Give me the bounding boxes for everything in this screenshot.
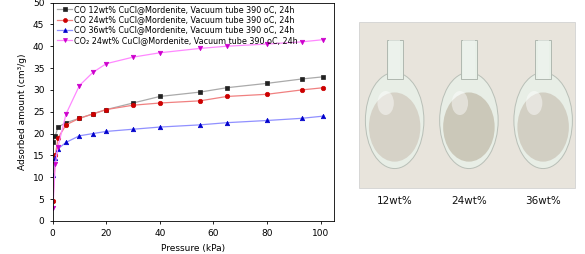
CO 24wt% CuCl@Mordenite, Vacuum tube 390 oC, 24h	[298, 88, 305, 91]
CO 12wt% CuCl@Mordenite, Vacuum tube 390 oC, 24h	[90, 113, 97, 116]
CO₂ 24wt% CuCl@Mordenite, Vacuum tube 390 oC, 24h	[49, 206, 56, 209]
CO 24wt% CuCl@Mordenite, Vacuum tube 390 oC, 24h	[76, 117, 83, 120]
CO 24wt% CuCl@Mordenite, Vacuum tube 390 oC, 24h	[263, 93, 270, 96]
Line: CO 24wt% CuCl@Mordenite, Vacuum tube 390 oC, 24h: CO 24wt% CuCl@Mordenite, Vacuum tube 390…	[51, 86, 325, 203]
Ellipse shape	[514, 72, 572, 169]
CO₂ 24wt% CuCl@Mordenite, Vacuum tube 390 oC, 24h	[52, 163, 59, 166]
CO 24wt% CuCl@Mordenite, Vacuum tube 390 oC, 24h	[319, 86, 326, 89]
Y-axis label: Adsorbed amount (cm³/g): Adsorbed amount (cm³/g)	[18, 54, 27, 170]
CO 36wt% CuCl@Mordenite, Vacuum tube 390 oC, 24h	[52, 156, 59, 159]
Bar	[535, 40, 551, 79]
CO 24wt% CuCl@Mordenite, Vacuum tube 390 oC, 24h	[156, 102, 163, 105]
Ellipse shape	[377, 91, 394, 115]
X-axis label: Pressure (kPa): Pressure (kPa)	[161, 244, 225, 253]
Bar	[359, 22, 574, 188]
CO 12wt% CuCl@Mordenite, Vacuum tube 390 oC, 24h	[129, 102, 136, 105]
CO 24wt% CuCl@Mordenite, Vacuum tube 390 oC, 24h	[223, 95, 230, 98]
CO₂ 24wt% CuCl@Mordenite, Vacuum tube 390 oC, 24h	[103, 62, 110, 65]
CO 36wt% CuCl@Mordenite, Vacuum tube 390 oC, 24h	[129, 128, 136, 131]
CO 36wt% CuCl@Mordenite, Vacuum tube 390 oC, 24h	[319, 115, 326, 118]
CO₂ 24wt% CuCl@Mordenite, Vacuum tube 390 oC, 24h	[197, 47, 204, 50]
CO 24wt% CuCl@Mordenite, Vacuum tube 390 oC, 24h	[129, 104, 136, 107]
Line: CO₂ 24wt% CuCl@Mordenite, Vacuum tube 390 oC, 24h: CO₂ 24wt% CuCl@Mordenite, Vacuum tube 39…	[51, 37, 325, 210]
CO₂ 24wt% CuCl@Mordenite, Vacuum tube 390 oC, 24h	[319, 38, 326, 41]
Text: 24wt%: 24wt%	[451, 196, 487, 206]
CO 36wt% CuCl@Mordenite, Vacuum tube 390 oC, 24h	[223, 121, 230, 124]
CO 24wt% CuCl@Mordenite, Vacuum tube 390 oC, 24h	[103, 108, 110, 111]
CO 36wt% CuCl@Mordenite, Vacuum tube 390 oC, 24h	[49, 173, 56, 177]
CO 36wt% CuCl@Mordenite, Vacuum tube 390 oC, 24h	[76, 134, 83, 137]
CO 36wt% CuCl@Mordenite, Vacuum tube 390 oC, 24h	[90, 132, 97, 135]
CO 12wt% CuCl@Mordenite, Vacuum tube 390 oC, 24h	[298, 77, 305, 81]
CO 36wt% CuCl@Mordenite, Vacuum tube 390 oC, 24h	[156, 125, 163, 129]
Line: CO 36wt% CuCl@Mordenite, Vacuum tube 390 oC, 24h: CO 36wt% CuCl@Mordenite, Vacuum tube 390…	[51, 114, 325, 177]
Ellipse shape	[452, 91, 468, 115]
Text: 12wt%: 12wt%	[377, 196, 412, 206]
CO 12wt% CuCl@Mordenite, Vacuum tube 390 oC, 24h	[49, 141, 56, 144]
CO₂ 24wt% CuCl@Mordenite, Vacuum tube 390 oC, 24h	[298, 40, 305, 43]
Line: CO 12wt% CuCl@Mordenite, Vacuum tube 390 oC, 24h: CO 12wt% CuCl@Mordenite, Vacuum tube 390…	[51, 75, 325, 145]
Ellipse shape	[517, 92, 569, 162]
Ellipse shape	[369, 92, 421, 162]
CO 12wt% CuCl@Mordenite, Vacuum tube 390 oC, 24h	[76, 117, 83, 120]
CO₂ 24wt% CuCl@Mordenite, Vacuum tube 390 oC, 24h	[63, 113, 70, 116]
CO 36wt% CuCl@Mordenite, Vacuum tube 390 oC, 24h	[197, 123, 204, 126]
Ellipse shape	[440, 72, 498, 169]
Bar	[461, 40, 477, 79]
Legend: CO 12wt% CuCl@Mordenite, Vacuum tube 390 oC, 24h, CO 24wt% CuCl@Mordenite, Vacuu: CO 12wt% CuCl@Mordenite, Vacuum tube 390…	[57, 4, 299, 46]
CO₂ 24wt% CuCl@Mordenite, Vacuum tube 390 oC, 24h	[129, 56, 136, 59]
CO₂ 24wt% CuCl@Mordenite, Vacuum tube 390 oC, 24h	[54, 145, 61, 148]
CO₂ 24wt% CuCl@Mordenite, Vacuum tube 390 oC, 24h	[263, 42, 270, 45]
CO 24wt% CuCl@Mordenite, Vacuum tube 390 oC, 24h	[49, 200, 56, 203]
Ellipse shape	[526, 91, 542, 115]
CO 12wt% CuCl@Mordenite, Vacuum tube 390 oC, 24h	[156, 95, 163, 98]
CO 12wt% CuCl@Mordenite, Vacuum tube 390 oC, 24h	[223, 86, 230, 89]
CO 12wt% CuCl@Mordenite, Vacuum tube 390 oC, 24h	[52, 134, 59, 137]
CO 24wt% CuCl@Mordenite, Vacuum tube 390 oC, 24h	[197, 99, 204, 102]
Ellipse shape	[443, 92, 495, 162]
CO 36wt% CuCl@Mordenite, Vacuum tube 390 oC, 24h	[263, 119, 270, 122]
CO 36wt% CuCl@Mordenite, Vacuum tube 390 oC, 24h	[63, 141, 70, 144]
CO 24wt% CuCl@Mordenite, Vacuum tube 390 oC, 24h	[54, 136, 61, 139]
CO 24wt% CuCl@Mordenite, Vacuum tube 390 oC, 24h	[90, 113, 97, 116]
CO 24wt% CuCl@Mordenite, Vacuum tube 390 oC, 24h	[52, 154, 59, 157]
CO₂ 24wt% CuCl@Mordenite, Vacuum tube 390 oC, 24h	[223, 45, 230, 48]
Text: 36wt%: 36wt%	[525, 196, 561, 206]
CO 12wt% CuCl@Mordenite, Vacuum tube 390 oC, 24h	[319, 75, 326, 78]
CO 24wt% CuCl@Mordenite, Vacuum tube 390 oC, 24h	[63, 123, 70, 126]
CO 36wt% CuCl@Mordenite, Vacuum tube 390 oC, 24h	[54, 147, 61, 150]
CO 12wt% CuCl@Mordenite, Vacuum tube 390 oC, 24h	[103, 108, 110, 111]
CO₂ 24wt% CuCl@Mordenite, Vacuum tube 390 oC, 24h	[156, 51, 163, 54]
CO₂ 24wt% CuCl@Mordenite, Vacuum tube 390 oC, 24h	[76, 84, 83, 87]
CO 36wt% CuCl@Mordenite, Vacuum tube 390 oC, 24h	[298, 117, 305, 120]
CO 12wt% CuCl@Mordenite, Vacuum tube 390 oC, 24h	[197, 91, 204, 94]
Bar	[463, 40, 474, 79]
CO₂ 24wt% CuCl@Mordenite, Vacuum tube 390 oC, 24h	[90, 71, 97, 74]
Ellipse shape	[366, 72, 424, 169]
CO 36wt% CuCl@Mordenite, Vacuum tube 390 oC, 24h	[103, 130, 110, 133]
CO 12wt% CuCl@Mordenite, Vacuum tube 390 oC, 24h	[63, 121, 70, 124]
CO 12wt% CuCl@Mordenite, Vacuum tube 390 oC, 24h	[54, 125, 61, 129]
CO 12wt% CuCl@Mordenite, Vacuum tube 390 oC, 24h	[263, 82, 270, 85]
Bar	[387, 40, 402, 79]
Bar	[389, 40, 400, 79]
Bar	[538, 40, 549, 79]
